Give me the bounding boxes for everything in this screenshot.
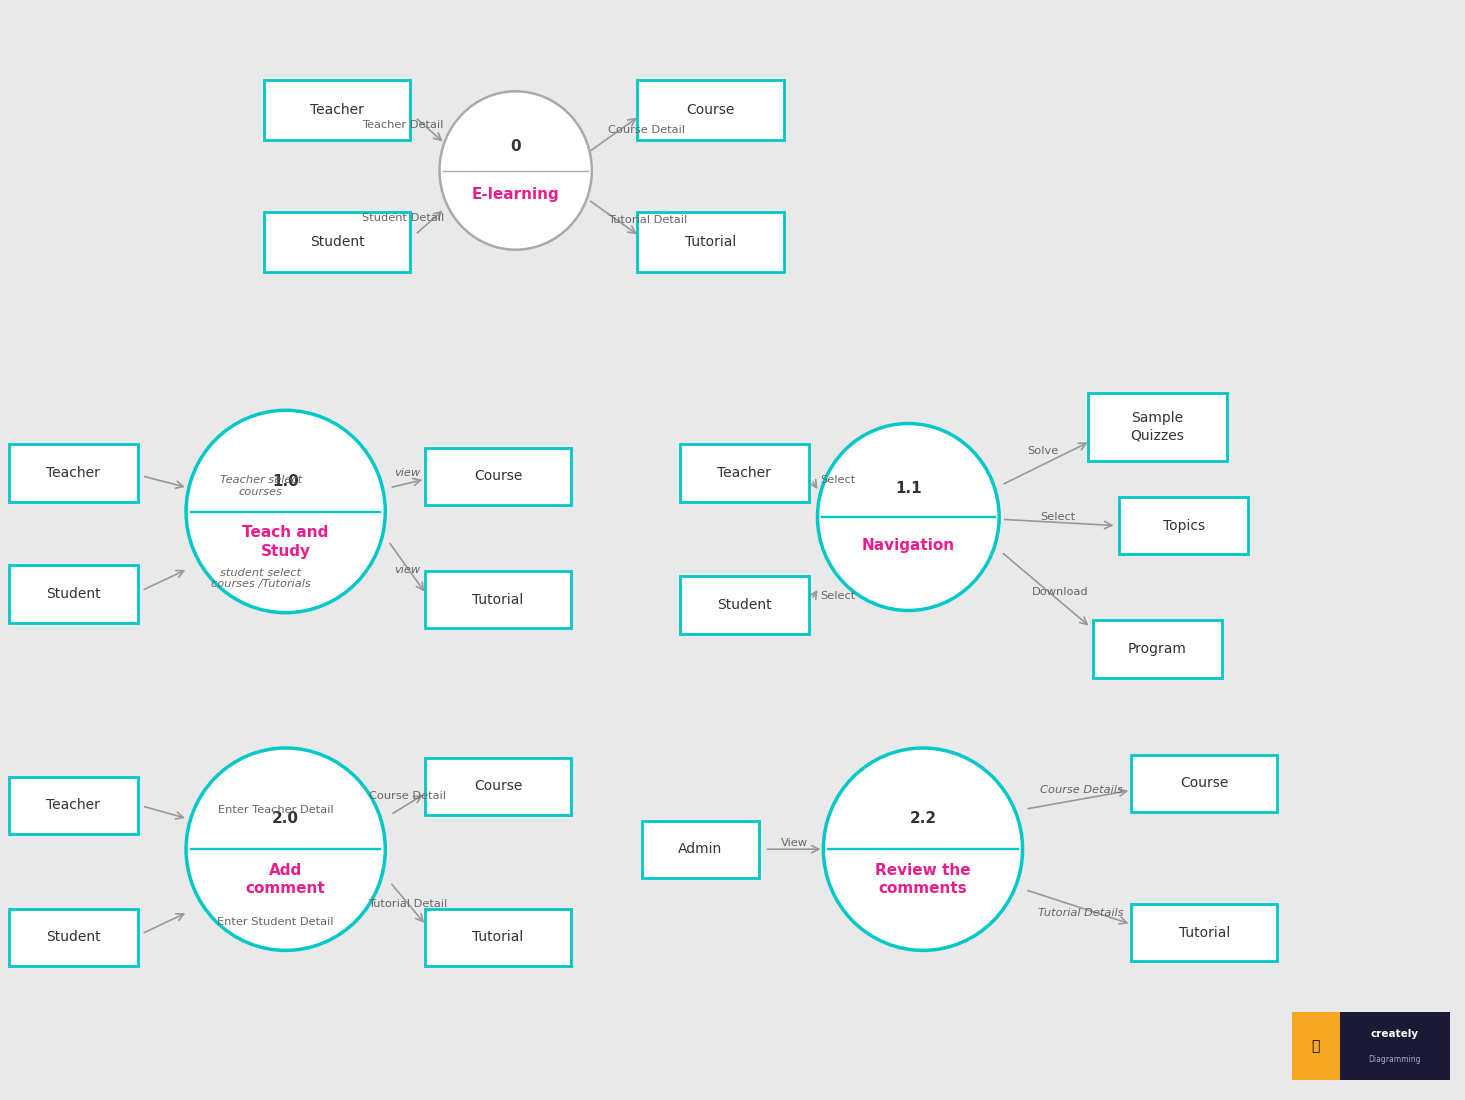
FancyBboxPatch shape [680,576,809,634]
Text: Enter Student Detail: Enter Student Detail [217,916,334,927]
Text: Select: Select [1040,512,1075,522]
Ellipse shape [817,424,999,610]
FancyBboxPatch shape [264,79,410,140]
Text: Student Detail: Student Detail [362,212,444,223]
FancyBboxPatch shape [425,448,571,505]
Text: Student: Student [309,235,365,249]
Text: Teacher: Teacher [311,103,363,117]
Text: Student: Student [45,587,101,601]
Text: Program: Program [1128,642,1187,656]
Text: Course: Course [1179,777,1229,790]
Text: Review the
comments: Review the comments [875,862,971,896]
Text: view: view [394,564,420,575]
Text: Teach and
Study: Teach and Study [243,525,328,559]
Text: Sample
Quizzes: Sample Quizzes [1131,411,1184,442]
FancyBboxPatch shape [1131,755,1277,812]
Text: Solve: Solve [1027,446,1059,456]
FancyBboxPatch shape [425,909,571,966]
FancyBboxPatch shape [425,758,571,815]
Ellipse shape [823,748,1023,950]
FancyBboxPatch shape [264,211,410,272]
Text: 2.2: 2.2 [910,812,936,826]
FancyBboxPatch shape [9,444,138,502]
Text: Add
comment: Add comment [246,862,325,896]
Text: Course Detail: Course Detail [608,124,686,135]
Text: 1.0: 1.0 [272,474,299,488]
FancyBboxPatch shape [1087,393,1228,461]
FancyBboxPatch shape [1119,497,1248,554]
Text: 2.0: 2.0 [272,812,299,826]
Text: Tutorial Detail: Tutorial Detail [368,899,447,910]
Text: Tutorial: Tutorial [473,593,523,606]
FancyBboxPatch shape [642,821,759,878]
Ellipse shape [440,91,592,250]
Text: Select: Select [820,591,856,602]
Text: E-learning: E-learning [472,187,560,201]
FancyBboxPatch shape [637,211,784,272]
FancyBboxPatch shape [1093,620,1222,678]
Text: 0: 0 [510,140,522,154]
Text: Tutorial: Tutorial [473,931,523,944]
FancyBboxPatch shape [1131,904,1277,961]
Text: 1.1: 1.1 [895,482,921,496]
Text: View: View [781,837,807,848]
Text: view: view [394,468,420,478]
Text: Topics: Topics [1163,519,1204,532]
Text: Course Detail: Course Detail [369,791,445,802]
Text: Diagramming: Diagramming [1368,1055,1421,1064]
Text: Teacher: Teacher [47,466,100,480]
FancyBboxPatch shape [9,565,138,623]
Text: Select: Select [820,474,856,485]
Text: Teacher Detail: Teacher Detail [362,120,444,131]
Text: Teacher: Teacher [718,466,771,480]
Text: Admin: Admin [678,843,722,856]
FancyBboxPatch shape [1292,1012,1450,1080]
Text: Tutorial Detail: Tutorial Detail [608,214,687,225]
Text: Course: Course [686,103,735,117]
Text: Tutorial Details: Tutorial Details [1039,908,1124,918]
FancyBboxPatch shape [1292,1012,1339,1080]
Text: Teacher: Teacher [47,799,100,812]
Text: Student: Student [45,931,101,944]
Text: creately: creately [1371,1028,1420,1038]
FancyBboxPatch shape [9,777,138,834]
Text: Student: Student [716,598,772,612]
Text: Course Details: Course Details [1040,784,1122,795]
Ellipse shape [186,748,385,950]
Text: student select
courses /Tutorials: student select courses /Tutorials [211,568,311,590]
Text: Tutorial: Tutorial [1179,926,1229,939]
Text: Teacher select
courses: Teacher select courses [220,475,302,497]
Text: Tutorial: Tutorial [686,235,735,249]
Text: Navigation: Navigation [861,538,955,552]
FancyBboxPatch shape [425,571,571,628]
FancyBboxPatch shape [637,79,784,140]
Text: Download: Download [1033,586,1088,597]
Text: Course: Course [473,780,523,793]
Text: Enter Teacher Detail: Enter Teacher Detail [218,804,333,815]
Ellipse shape [186,410,385,613]
FancyBboxPatch shape [9,909,138,966]
Text: Course: Course [473,470,523,483]
FancyBboxPatch shape [680,444,809,502]
Text: 💡: 💡 [1311,1040,1320,1053]
